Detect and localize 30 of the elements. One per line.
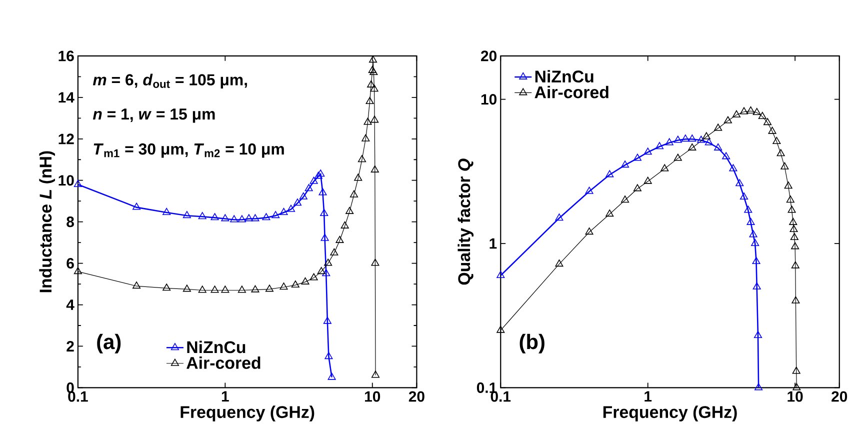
y-tick-label: 10 [481,94,496,105]
annotation: n = 1, w = 15 μm [92,108,215,123]
annotation: T$_{m1}$ = 30 μm, T$_{m2}$ = 10 μm [94,144,284,158]
legend-label: Air-cored [186,356,260,370]
legend-label: NiZnCu [535,70,594,83]
x-tick-label: 20 [408,391,424,402]
y-tick-label: 6 [66,258,74,269]
y-axis-title: Quality factor Q [458,158,474,285]
x-tick-label: 20 [832,391,848,402]
x-tick-label: 10 [365,391,380,402]
legend-label: NiZnCu [187,340,246,354]
x-axis-title: Frequency (GHz) [180,406,314,422]
x-tick-label: 10 [788,391,803,402]
y-tick-label: 10 [58,175,74,186]
y-tick-label: 4 [66,300,74,310]
y-tick-label: 8 [66,216,74,228]
y-tick-label: 16 [58,50,74,62]
annotation: (a) [97,334,121,354]
x-axis-title: Frequency (GHz) [603,406,737,422]
y-tick-label: 2 [66,341,74,352]
y-tick-label: 14 [58,92,74,103]
y-tick-label: 12 [58,134,74,144]
legend-label: Air-cored [534,86,608,98]
y-tick-label: 20 [481,50,496,62]
x-tick-label: 1 [222,391,229,402]
y-axis-title: Inductance L (nH) [39,151,55,292]
y-tick-label: 1 [490,238,497,249]
annotation: (b) [520,334,544,354]
x-tick-label: 1 [644,391,652,402]
annotation: m = 6, d$_{out}$ = 105 μm, [92,74,247,89]
